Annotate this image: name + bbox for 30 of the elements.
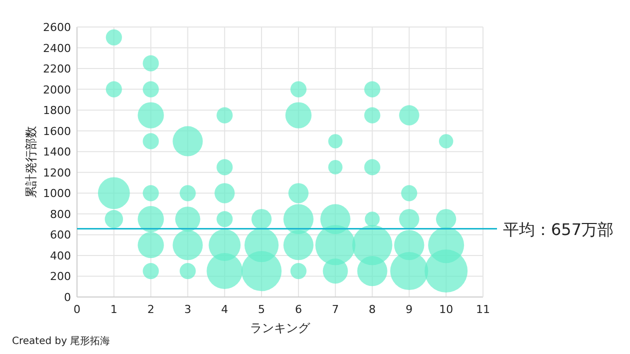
x-tick-label: 4	[221, 303, 228, 316]
y-tick-label: 2000	[43, 83, 71, 96]
y-tick-label: 600	[50, 228, 71, 242]
y-tick-label: 1800	[43, 104, 71, 118]
y-tick-label: 1200	[43, 166, 71, 180]
y-tick-label: 400	[50, 249, 71, 262]
y-tick-label: 800	[50, 208, 71, 221]
y-tick-label: 1600	[43, 124, 71, 138]
ref-line-label: 平均：657万部	[503, 220, 614, 239]
x-tick-label: 11	[476, 303, 490, 316]
y-tick-label: 1000	[43, 187, 71, 200]
x-tick-label: 2	[147, 303, 154, 316]
y-tick-label: 2200	[43, 62, 71, 76]
text: Created by 尾形拓海	[12, 335, 110, 347]
x-tick-label: 9	[406, 303, 413, 316]
x-tick-label: 5	[258, 303, 266, 316]
y-tick-label: 1400	[43, 146, 71, 159]
y-tick-label: 200	[50, 270, 71, 284]
x-tick-label: 1	[110, 303, 118, 316]
x-tick-label: 3	[184, 303, 192, 316]
x-tick-label: 10	[439, 303, 454, 316]
x-tick-label: 8	[368, 303, 376, 316]
y-tick-label: 2400	[43, 42, 71, 55]
y-tick-label: 0	[64, 291, 71, 304]
y-tick-label: 2600	[43, 21, 71, 34]
x-tick-label: 6	[294, 303, 302, 316]
x-tick-label: 7	[332, 303, 339, 316]
x-tick-label: 0	[74, 303, 80, 316]
y-axis-title: 累計発行部数	[24, 126, 38, 198]
x-axis-title: ランキング	[250, 321, 311, 335]
